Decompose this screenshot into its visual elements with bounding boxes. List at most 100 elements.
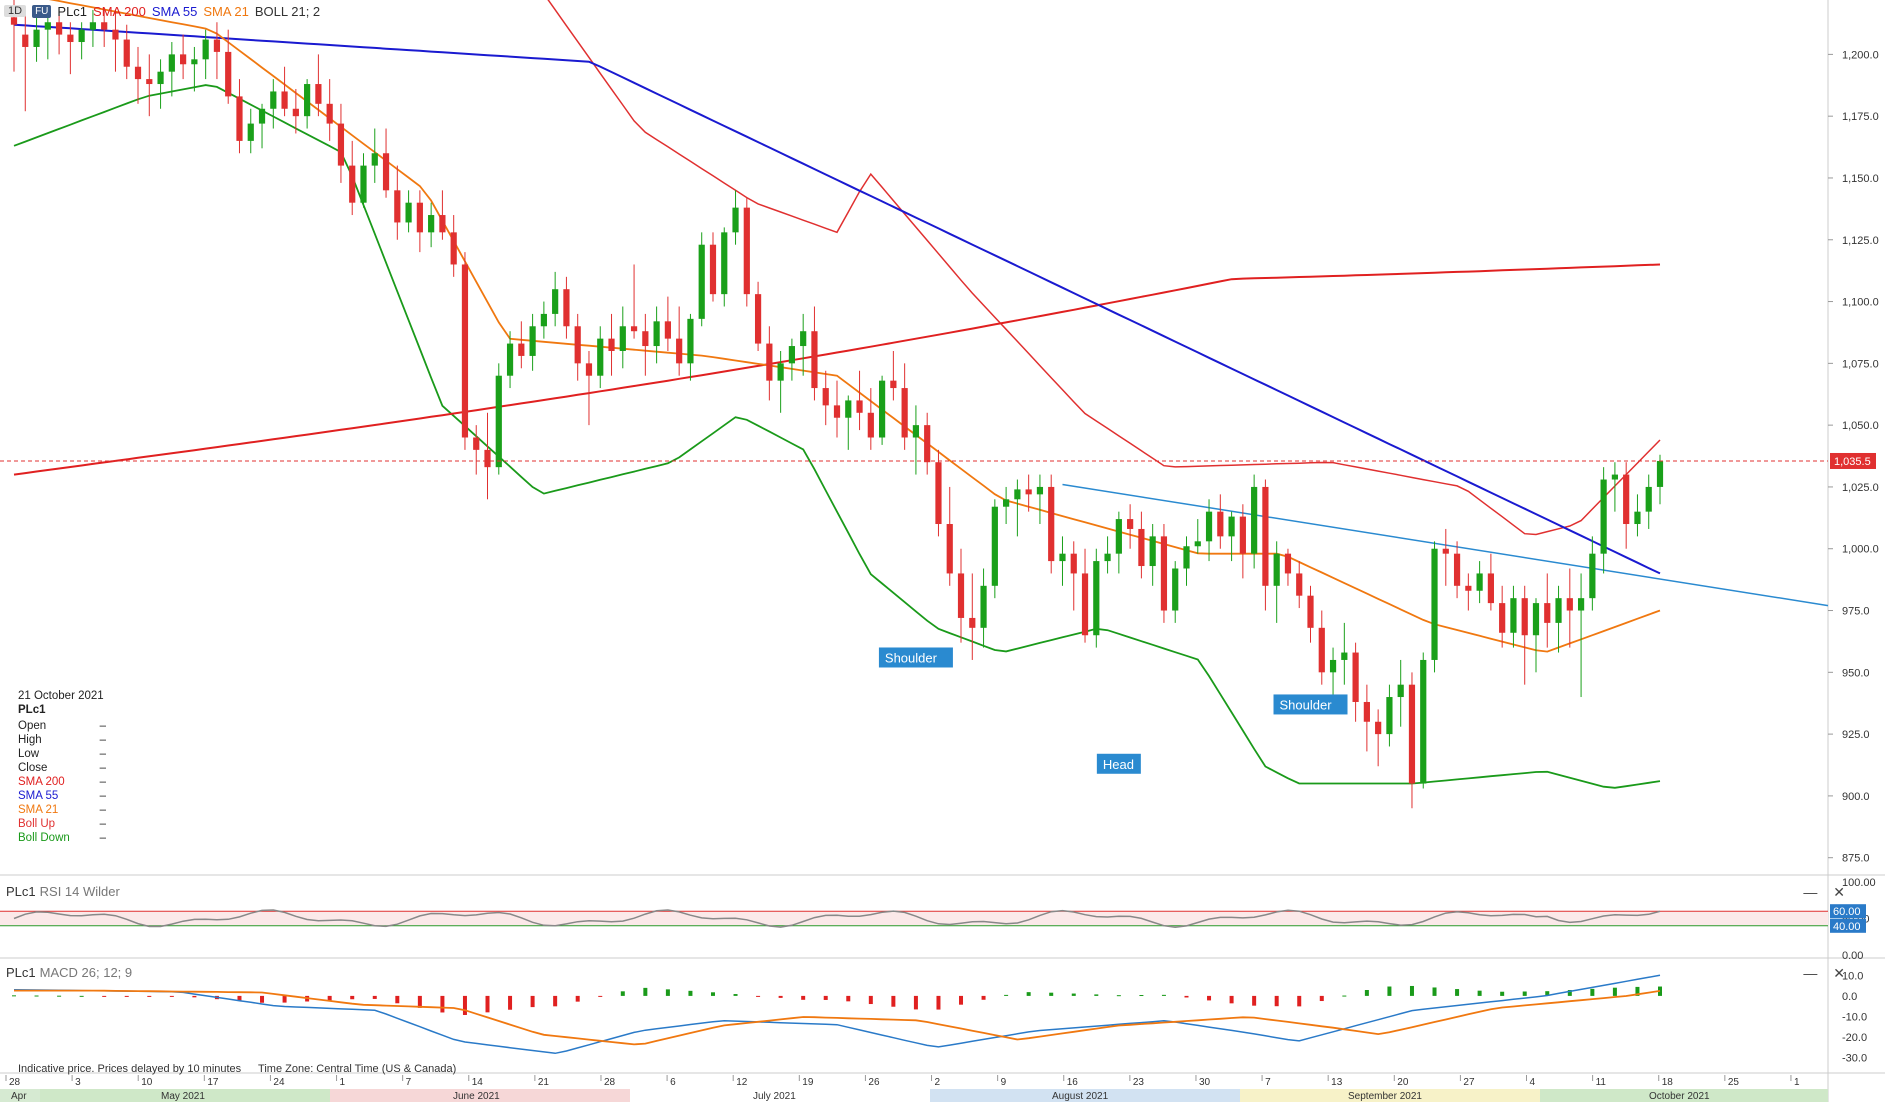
month-label: July 2021 (753, 1091, 796, 1102)
minimize-icon[interactable]: — (1803, 965, 1818, 981)
close-icon[interactable]: ✕ (1833, 965, 1845, 981)
candle-body (1442, 548, 1449, 554)
candle-body (597, 338, 604, 376)
y-tick-label: 1,100.0 (1842, 297, 1879, 309)
x-tick-label: 12 (736, 1077, 748, 1088)
candle-body (89, 22, 97, 30)
candle-body (191, 59, 198, 65)
macd-hist-bar (350, 995, 355, 1000)
info-row: High – (18, 733, 106, 747)
candle-body (506, 343, 514, 376)
candle-body (980, 585, 987, 628)
candle-body (1611, 474, 1619, 480)
macd-tick-label: -30.0 (1842, 1053, 1867, 1065)
candle-body (1081, 573, 1089, 636)
sma200-line (13, 263, 1661, 476)
candle-body (800, 331, 807, 347)
candle-body (1555, 598, 1562, 623)
info-row: SMA 21 – (18, 803, 106, 817)
pattern-callout-label: Shoulder (1280, 697, 1333, 712)
close-icon[interactable]: ✕ (1833, 884, 1845, 900)
macd-hist-bar (260, 995, 265, 1003)
candle-body (22, 34, 29, 47)
candle-body (1003, 499, 1010, 507)
x-tick-label: 6 (670, 1077, 676, 1088)
info-row-label: SMA 200 (18, 776, 65, 788)
macd-hist-bar (1297, 995, 1302, 1007)
candle-body (349, 165, 356, 203)
candle-body (382, 153, 390, 191)
macd-hist-bar (643, 987, 648, 996)
candle-body (1239, 516, 1246, 554)
macd-hist-bar (756, 995, 761, 997)
candle-body (1273, 553, 1280, 586)
macd-hist-bar (1229, 995, 1234, 1004)
info-row-label: Close (18, 762, 48, 774)
candle-body (1453, 553, 1461, 586)
macd-tick-label: -10.0 (1842, 1012, 1867, 1024)
candle-body (281, 91, 288, 109)
macd-hist-bar (372, 995, 377, 999)
macd-hist-bar (192, 995, 197, 998)
macd-tick-label: -20.0 (1842, 1032, 1867, 1044)
candle-body (935, 462, 942, 525)
candle-body (1127, 519, 1134, 529)
symbol-label[interactable]: PLc1 (57, 3, 88, 19)
candle-body (1431, 548, 1438, 660)
macd-hist-bar (620, 991, 625, 996)
macd-line (13, 974, 1661, 1055)
info-row-label: Low (18, 748, 40, 760)
candle-body (213, 39, 221, 52)
candle-body (1656, 460, 1664, 487)
candle-body (1420, 659, 1427, 784)
candle-body (732, 207, 739, 233)
month-label: September 2021 (1348, 1091, 1422, 1102)
indicator-sma55-label[interactable]: SMA 55 (151, 3, 198, 19)
candle-body (878, 380, 886, 438)
indicator-sma21-label[interactable]: SMA 21 (203, 3, 249, 19)
month-band (1540, 1089, 1828, 1102)
candle-body (1014, 489, 1021, 500)
macd-pane-controls: — ✕ (1791, 965, 1845, 982)
candle-body (619, 326, 626, 351)
macd-hist-bar (282, 995, 287, 1003)
candle-body (180, 54, 187, 65)
macd-hist-bar (102, 995, 107, 997)
macd-hist-bar (1612, 987, 1617, 996)
macd-hist-bar (1455, 989, 1460, 996)
candle-body (1645, 486, 1652, 512)
candle-body (1036, 486, 1044, 495)
candle-body (326, 103, 333, 124)
y-tick-label: 975.0 (1842, 606, 1870, 618)
timeframe-button[interactable]: 1D (4, 5, 27, 17)
macd-hist-bar (981, 995, 986, 1000)
macd-hist-bar (688, 990, 693, 996)
macd-hist-bar (846, 995, 851, 1002)
minimize-icon[interactable]: — (1803, 884, 1818, 900)
candle-body (44, 22, 51, 30)
info-row: Boll Down – (18, 831, 106, 845)
candle-body (1634, 511, 1641, 525)
pattern-callout (1096, 753, 1141, 774)
candle-body (1104, 553, 1111, 562)
candle-body (1138, 528, 1145, 567)
macd-hist-bar (1049, 992, 1054, 996)
candle-body (1048, 486, 1055, 562)
macd-hist-bar (1342, 995, 1347, 997)
candle-body (518, 343, 525, 356)
macd-hist-bar (327, 995, 332, 1001)
candle-body (270, 91, 277, 109)
boll-down-line (13, 84, 1661, 789)
macd-hist-bar (575, 995, 580, 1002)
candle-body (1499, 603, 1506, 633)
macd-hist-bar (124, 995, 129, 997)
info-row-label: SMA 21 (18, 804, 59, 816)
indicator-sma200-label[interactable]: SMA 200 (93, 3, 146, 19)
macd-hist-bar (1184, 995, 1189, 998)
candle-body (1217, 511, 1224, 537)
indicator-boll-label[interactable]: BOLL 21; 2 (254, 3, 321, 19)
candle-body (1476, 573, 1483, 591)
info-row-value: – (99, 832, 106, 844)
candle-body (1183, 546, 1190, 569)
